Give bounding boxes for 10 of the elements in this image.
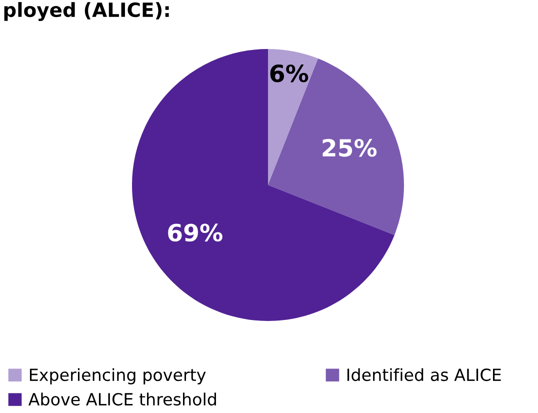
pie-slice bbox=[268, 49, 318, 185]
data-label: 6% bbox=[270, 64, 308, 82]
pie-slice bbox=[132, 49, 394, 321]
legend-label: Identified as ALICE bbox=[347, 368, 501, 382]
chart-title: ployed (ALICE): bbox=[4, 2, 169, 22]
legend-label: Experiencing poverty bbox=[30, 368, 206, 384]
legend-label: Above ALICE threshold bbox=[28, 392, 216, 406]
data-label: 69% bbox=[168, 224, 222, 242]
pie-slice bbox=[268, 58, 404, 236]
data-label: 25% bbox=[322, 138, 377, 157]
